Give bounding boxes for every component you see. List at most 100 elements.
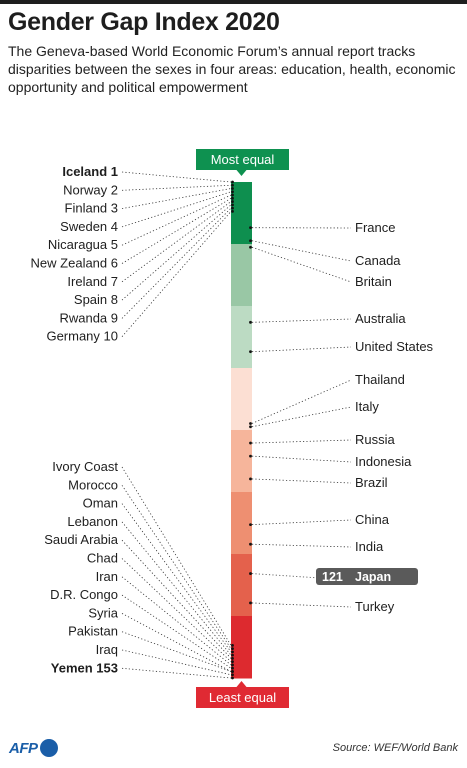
country-marker [249, 422, 252, 425]
country-marker [249, 601, 252, 605]
top-rule [0, 0, 467, 4]
top-country-leader [121, 171, 232, 183]
country-leader [251, 439, 352, 444]
top-country-marker [231, 200, 234, 203]
highlight-pill [316, 568, 418, 585]
country-marker [249, 245, 252, 249]
country-leader [251, 519, 352, 526]
country-label: France [355, 220, 395, 235]
bottom-country-marker [231, 653, 234, 657]
logo-text: AFP [9, 739, 38, 757]
country-marker [249, 523, 252, 527]
scale-band [231, 616, 252, 679]
most-equal-tag [196, 149, 289, 170]
chart-title: Gender Gap Index 2020 [8, 8, 280, 36]
top-country-label: Norway 2 [63, 182, 118, 197]
bottom-country-label: Iran [96, 569, 118, 584]
bottom-country-label: Morocco [68, 477, 118, 492]
bottom-country-label: Yemen 153 [51, 660, 118, 675]
scale-band [231, 554, 252, 617]
bottom-country-leader [121, 466, 232, 646]
bottom-country-marker [231, 650, 234, 654]
top-country-label: Iceland 1 [62, 164, 118, 179]
country-label: Russia [355, 432, 396, 447]
bottom-country-leader [121, 539, 232, 659]
bottom-country-label: D.R. Congo [50, 587, 118, 602]
highlight-rank: 121 [322, 570, 343, 584]
bottom-country-label: Saudi Arabia [44, 532, 118, 547]
scale-band [231, 306, 252, 369]
country-leader [251, 602, 352, 608]
bottom-country-label: Pakistan [68, 624, 118, 639]
country-leader [251, 406, 352, 428]
bottom-country-marker [231, 647, 234, 651]
country-marker [249, 239, 252, 243]
scale-band [231, 182, 252, 245]
scale-band [231, 430, 252, 493]
most-equal-arrow-icon [236, 170, 247, 176]
scale-band [231, 368, 252, 431]
top-country-marker [231, 193, 234, 197]
country-marker [249, 542, 252, 546]
bottom-country-marker [231, 676, 234, 680]
country-leader [251, 478, 352, 484]
bottom-country-leader [121, 649, 232, 676]
country-leader [251, 455, 352, 463]
scale-band [231, 492, 252, 555]
highlight-leader [251, 573, 321, 579]
source-note: Source: WEF/World Bank [332, 742, 458, 754]
top-country-leader [121, 204, 232, 301]
bottom-country-label: Ivory Coast [52, 459, 118, 474]
top-country-label: Sweden 4 [60, 219, 118, 234]
top-country-leader [121, 211, 232, 337]
bottom-country-marker [231, 657, 234, 660]
top-country-marker [231, 187, 234, 190]
bottom-country-leader [121, 485, 232, 649]
most-equal-label: Most equal [211, 152, 275, 167]
bottom-country-leader [121, 558, 232, 662]
country-label: Canada [355, 253, 401, 268]
country-marker [249, 441, 252, 445]
country-marker [249, 425, 252, 429]
top-country-marker [231, 190, 234, 194]
top-country-leader [121, 201, 232, 283]
top-country-label: Nicaragua 5 [48, 237, 118, 252]
country-leader [251, 318, 352, 323]
least-equal-label: Least equal [209, 690, 276, 705]
logo-dot-icon [39, 739, 58, 757]
bottom-country-leader [121, 631, 232, 672]
country-label: Australia [355, 311, 406, 326]
country-leader [251, 543, 352, 548]
bottom-country-marker [231, 670, 234, 673]
bottom-country-leader [121, 503, 232, 653]
top-country-leader [121, 188, 232, 209]
top-country-marker [231, 203, 234, 207]
bottom-country-label: Chad [87, 551, 118, 566]
country-label: Thailand [355, 372, 405, 387]
top-country-leader [121, 194, 232, 246]
bottom-country-label: Oman [83, 496, 118, 511]
chart-subtitle: The Geneva-based World Economic Forum’s … [8, 43, 456, 95]
bottom-country-marker [231, 643, 234, 647]
top-country-leader [121, 197, 232, 264]
top-country-leader [121, 207, 232, 319]
country-marker [249, 320, 252, 324]
top-country-label: Ireland 7 [67, 274, 118, 289]
country-label: Italy [355, 399, 379, 414]
least-equal-tag [196, 687, 289, 708]
top-country-label: Germany 10 [46, 329, 118, 344]
bottom-country-leader [121, 594, 232, 669]
top-country-marker [231, 209, 234, 213]
bottom-country-marker [231, 660, 234, 664]
least-equal-arrow-icon [236, 681, 247, 687]
highlight-marker [249, 572, 252, 575]
bottom-country-leader [121, 613, 232, 672]
country-label: India [355, 539, 384, 554]
bottom-country-marker [231, 666, 234, 670]
top-country-marker [231, 180, 234, 184]
bottom-country-leader [121, 521, 232, 656]
bottom-country-leader [121, 667, 232, 679]
top-country-marker [231, 183, 234, 187]
country-leader [251, 379, 352, 424]
